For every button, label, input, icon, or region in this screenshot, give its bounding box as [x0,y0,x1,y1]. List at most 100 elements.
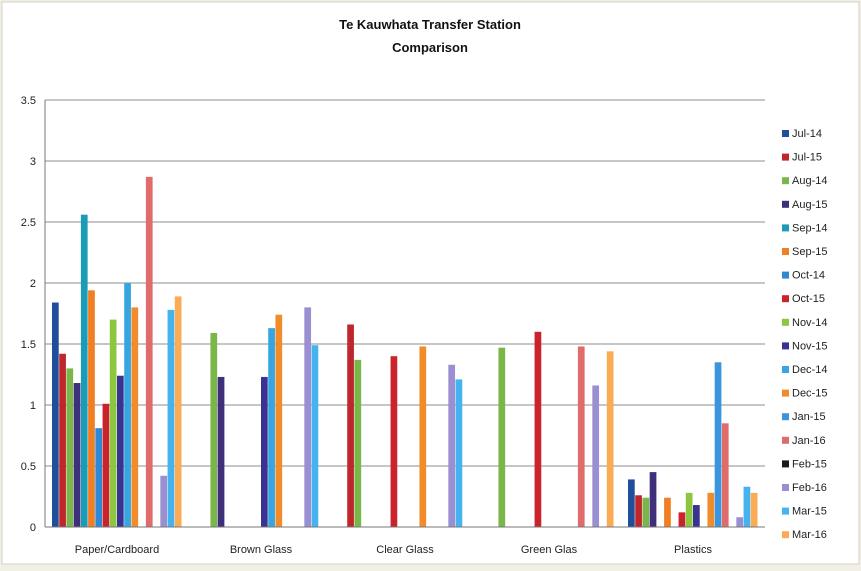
legend-swatch [782,436,789,444]
legend-label: Nov-14 [792,317,827,329]
y-axis-tick-labels: 0 0.5 1 1.5 2 2.5 3 3.5 [21,95,36,534]
bar [577,346,585,527]
bar [52,302,59,527]
bar [80,214,88,527]
legend-swatch [782,177,789,185]
bar [217,376,225,527]
bar [354,359,362,527]
bar [685,492,693,527]
y-tick-label: 3 [30,156,36,168]
legend-label: Sep-15 [792,246,827,258]
bars [52,176,758,528]
legend-swatch [782,153,789,161]
bar [304,307,312,527]
bar [347,324,354,527]
legend-label: Dec-14 [792,364,827,376]
bar [743,486,751,527]
bar [131,307,139,527]
bar [642,497,650,527]
legend-label: Oct-14 [792,270,825,282]
bar [635,495,642,527]
legend-label: Jan-16 [792,435,826,447]
bar [311,345,319,527]
legend-swatch [782,389,789,397]
legend-swatch [782,531,789,539]
bar [95,428,103,527]
bar [210,333,218,527]
bar [160,475,168,527]
legend-swatch [782,484,789,491]
bar [534,331,542,527]
legend-label: Nov-15 [792,340,827,352]
bar [102,403,110,527]
bar [592,385,600,527]
bar [174,296,182,527]
bar [721,423,729,527]
bar [664,497,671,527]
bar [109,319,117,527]
legend-label: Jul-14 [792,128,822,140]
legend-swatch [782,366,789,373]
legend-swatch [782,271,789,279]
bar [73,383,81,527]
chart-title: Te Kauwhata Transfer Station [339,17,521,32]
legend: Jul-14 Jul-15 Aug-14 Aug-15 Sep-14 Sep-15 Oct-… [782,128,827,541]
bar [707,492,715,527]
y-tick-label: 2 [30,278,36,290]
bar [606,351,614,527]
y-tick-label: 0.5 [21,461,36,473]
legend-label: Oct-15 [792,293,825,305]
y-tick-label: 1 [30,400,36,412]
bar [750,492,758,527]
grid-lines [45,99,765,467]
bar [628,479,635,527]
legend-label: Aug-15 [792,199,827,211]
legend-swatch [782,248,789,255]
bar [145,176,153,528]
bar [678,512,686,527]
x-category-label: Brown Glass [230,544,293,556]
bar [261,376,268,527]
bar [649,472,657,527]
legend-label: Jul-15 [792,152,822,164]
axes [44,100,765,528]
legend-label: Mar-16 [792,529,827,541]
bar [268,328,275,527]
y-tick-label: 1.5 [21,339,36,351]
bar [693,505,700,527]
bar [117,375,124,527]
x-category-label: Clear Glass [376,544,434,556]
legend-label: Sep-14 [792,222,827,234]
legend-label: Feb-15 [792,458,827,470]
legend-swatch [782,318,789,326]
legend-label: Aug-14 [792,175,827,187]
bar [275,314,283,527]
legend-swatch [782,200,789,208]
y-tick-label: 3.5 [21,95,36,107]
legend-swatch [782,507,789,515]
x-axis-category-labels: Paper/Cardboard Brown Glass Clear Glass Gre… [75,544,713,556]
bar [66,368,74,527]
bar [124,283,131,527]
legend-swatch [782,460,789,468]
bar [167,309,175,527]
bar [448,364,456,527]
x-category-label: Plastics [674,544,712,556]
legend-swatch [782,130,789,137]
bar [59,353,66,527]
legend-label: Jan-15 [792,411,826,423]
legend-swatch [782,224,789,232]
x-category-label: Green Glas [521,544,578,556]
y-tick-label: 2.5 [21,217,36,229]
legend-swatch [782,295,789,303]
bar [736,517,744,527]
bar [455,379,463,527]
legend-label: Dec-15 [792,388,827,400]
bar [498,347,506,527]
bar [419,346,427,527]
chart-subtitle: Comparison [392,40,468,55]
bar [390,356,398,527]
legend-swatch [782,342,789,350]
